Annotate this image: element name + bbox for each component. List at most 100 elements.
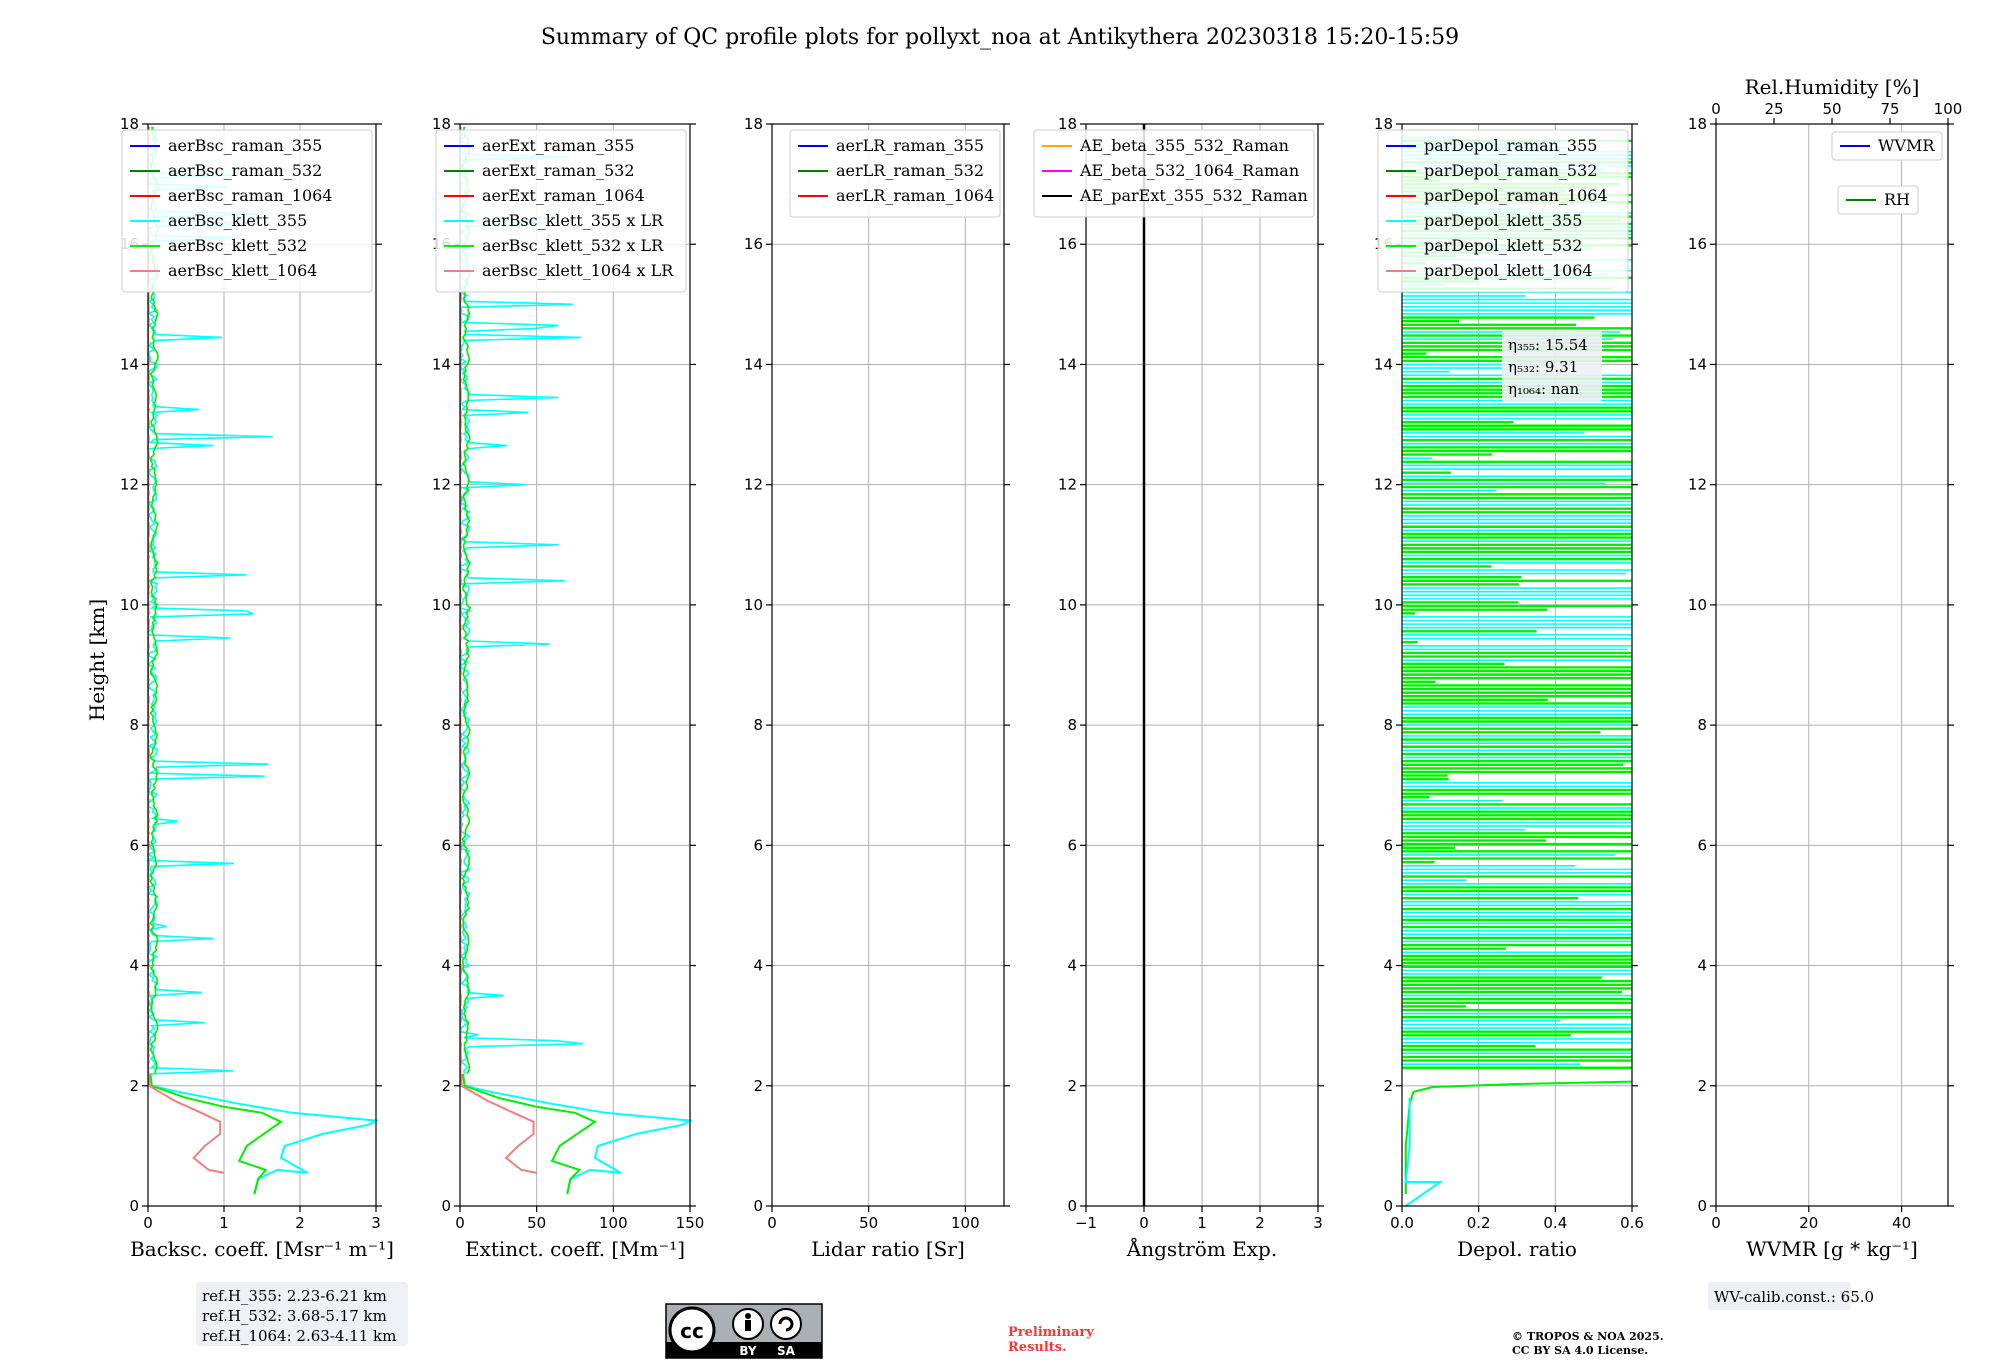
share-alike-arrow-shape: [778, 1316, 794, 1332]
legend-label: aerBsc_raman_355: [168, 136, 322, 155]
y-tick-label: 4: [1697, 957, 1707, 975]
person-body-shape: [745, 1320, 751, 1331]
series-line-aerbsc-klett-1064-x-lr: [460, 1073, 537, 1174]
x-tick-label: 20: [1799, 1214, 1818, 1232]
eta-annotation-line: η₃₅₅: 15.54: [1508, 336, 1588, 354]
y-tick-label: 6: [753, 836, 763, 854]
y-tick-label: 12: [1058, 476, 1077, 494]
series-line-pardepol-klett-532: [1404, 1080, 1633, 1194]
y-tick-label: 2: [129, 1077, 139, 1095]
x-tick-label: 0: [455, 1214, 465, 1232]
y-tick-label: 14: [744, 355, 763, 373]
y-tick-label: 4: [1383, 957, 1393, 975]
x-tick-label: 50: [859, 1214, 878, 1232]
legend-label: AE_beta_532_1064_Raman: [1079, 161, 1299, 180]
legend-label: aerLR_raman_355: [836, 136, 984, 155]
top-x-tick-label: 0: [1711, 100, 1721, 118]
y-tick-label: 10: [744, 596, 763, 614]
preliminary-line-2: Results.: [1008, 1340, 1067, 1355]
series-line-pardepol-klett-355: [1404, 1097, 1444, 1207]
legend-label: parDepol_raman_355: [1424, 136, 1597, 155]
legend-label: aerBsc_raman_532: [168, 161, 322, 180]
x-axis-label: Extinct. coeff. [Mm⁻¹]: [465, 1237, 685, 1261]
legend-label: parDepol_klett_532: [1424, 236, 1582, 255]
cc-logo-text: cc: [680, 1319, 704, 1343]
y-tick-label: 14: [1374, 355, 1393, 373]
x-tick-label: 0: [1711, 1214, 1721, 1232]
x-tick-label: 100: [599, 1214, 628, 1232]
axes-frame: [1401, 123, 1633, 1207]
top-x-axis-label: Rel.Humidity [%]: [1745, 75, 1920, 99]
y-tick-label: 14: [1058, 355, 1077, 373]
y-tick-label: 8: [1067, 716, 1077, 734]
x-axis-label: WVMR [g * kg⁻¹]: [1746, 1237, 1918, 1261]
legend-label: aerBsc_raman_1064: [168, 186, 333, 205]
panel-2: 024681012141618050100150Extinct. coeff. …: [432, 115, 704, 1261]
y-tick-label: 18: [120, 115, 139, 133]
legend-label: parDepol_klett_355: [1424, 211, 1582, 230]
y-tick-label: 2: [1383, 1077, 1393, 1095]
x-axis-label: Depol. ratio: [1457, 1237, 1577, 1261]
y-tick-label: 2: [1067, 1077, 1077, 1095]
copyright-line-2: CC BY SA 4.0 License.: [1512, 1344, 1648, 1357]
y-tick-label: 18: [1374, 115, 1393, 133]
legend-label: parDepol_klett_1064: [1424, 261, 1593, 280]
axes-frame: [459, 123, 691, 1207]
x-tick-label: 3: [1313, 1214, 1323, 1232]
badge-sa-label: SA: [777, 1344, 796, 1358]
cc-license-badge: cc BY SA: [665, 1303, 823, 1359]
x-tick-label: 50: [527, 1214, 546, 1232]
x-tick-label: 100: [951, 1214, 980, 1232]
x-axis-label: Lidar ratio [Sr]: [811, 1237, 965, 1261]
y-tick-label: 6: [441, 836, 451, 854]
y-tick-label: 16: [1058, 235, 1077, 253]
x-tick-label: 0.2: [1467, 1214, 1491, 1232]
x-tick-label: 0: [1139, 1214, 1149, 1232]
y-tick-label: 4: [441, 957, 451, 975]
y-tick-label: 8: [129, 716, 139, 734]
eta-annotation-line: η₅₃₂: 9.31: [1508, 358, 1578, 376]
y-tick-label: 2: [441, 1077, 451, 1095]
figure-title: Summary of QC profile plots for pollyxt_…: [541, 25, 1459, 50]
axes-frame: [771, 123, 1005, 1207]
y-tick-label: 10: [1688, 596, 1707, 614]
axes-frame: [1715, 123, 1949, 1207]
y-tick-label: 18: [1688, 115, 1707, 133]
wv-calibration-background: [1708, 1282, 1851, 1310]
legend-label: aerExt_raman_1064: [482, 186, 645, 205]
eta-annotation-line: η₁₀₆₄: nan: [1508, 380, 1579, 398]
legend-label: parDepol_raman_532: [1424, 161, 1597, 180]
y-tick-label: 8: [753, 716, 763, 734]
y-tick-label: 0: [129, 1197, 139, 1215]
y-tick-label: 10: [432, 596, 451, 614]
legend-label: aerLR_raman_532: [836, 161, 984, 180]
legend-label: parDepol_raman_1064: [1424, 186, 1608, 205]
ref-height-532: ref.H_532: 3.68-5.17 km: [202, 1307, 387, 1325]
x-tick-label: 150: [676, 1214, 705, 1232]
top-x-tick-label: 75: [1880, 100, 1899, 118]
x-axis-label: Backsc. coeff. [Msr⁻¹ m⁻¹]: [130, 1237, 394, 1261]
y-tick-label: 18: [432, 115, 451, 133]
panel-3: 0 2 4 6 8 10 12 14 16 18 0 50 100 Lidar ratio [Sr] aer…: [744, 115, 1010, 1261]
y-tick-label: 8: [441, 716, 451, 734]
share-alike-icon: [770, 1308, 802, 1340]
reference-heights-box: ref.H_355: 2.23-6.21 km ref.H_532: 3.68-…: [196, 1282, 408, 1346]
y-tick-label: 10: [1058, 596, 1077, 614]
y-tick-label: 16: [1688, 235, 1707, 253]
badge-by-label: BY: [739, 1344, 756, 1358]
y-tick-label: 6: [1383, 836, 1393, 854]
x-tick-label: −1: [1075, 1214, 1097, 1232]
legend-box: [1033, 129, 1315, 218]
y-tick-label: 4: [1067, 957, 1077, 975]
x-tick-label: 0: [143, 1214, 153, 1232]
legend-label: AE_parExt_355_532_Raman: [1079, 186, 1308, 205]
preliminary-line-1: Preliminary: [1008, 1325, 1094, 1340]
top-x-tick-label: 50: [1822, 100, 1841, 118]
series-line-aerbsc-klett-532: [149, 1073, 283, 1195]
y-tick-label: 0: [1697, 1197, 1707, 1215]
legend-label: AE_beta_355_532_Raman: [1079, 136, 1289, 155]
series-line-aerbsc-klett-355: [149, 1073, 380, 1195]
legend-label: aerBsc_klett_1064: [168, 261, 317, 280]
